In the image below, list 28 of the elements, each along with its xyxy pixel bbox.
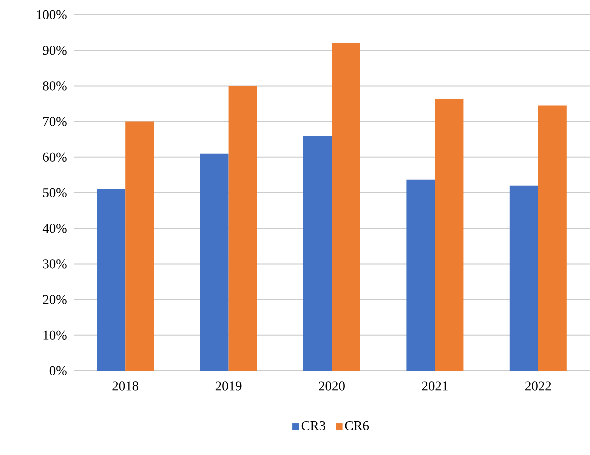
bar [304,136,332,371]
legend-label: CR6 [345,421,370,430]
x-tick-label: 2019 [216,382,242,391]
y-tick-label: 80% [43,82,67,91]
y-tick-label: 100% [37,10,67,20]
x-tick-label: 2020 [319,382,345,391]
y-tick-label: 10% [44,330,67,340]
y-tick-label: 40% [42,224,67,234]
y-tick-label: 0% [50,366,67,376]
x-tick-label: 2022 [526,382,552,391]
bar [228,86,258,371]
bar [406,180,436,371]
bar [510,186,538,371]
y-tick-label: 60% [43,152,67,162]
x-tick-label: 2021 [422,382,448,391]
bar [97,189,126,371]
y-tick-label: 70% [44,117,67,126]
bar [126,122,154,371]
legend-label: CR3 [302,421,326,430]
y-tick-label: 20% [43,295,67,304]
bar [200,154,229,371]
bar [538,106,567,371]
y-tick-label: 50% [43,188,67,198]
bar [332,43,360,371]
y-tick-label: 30% [43,260,67,269]
bar [435,99,464,371]
y-tick-label: 90% [43,46,67,56]
x-tick-label: 2018 [112,382,139,391]
